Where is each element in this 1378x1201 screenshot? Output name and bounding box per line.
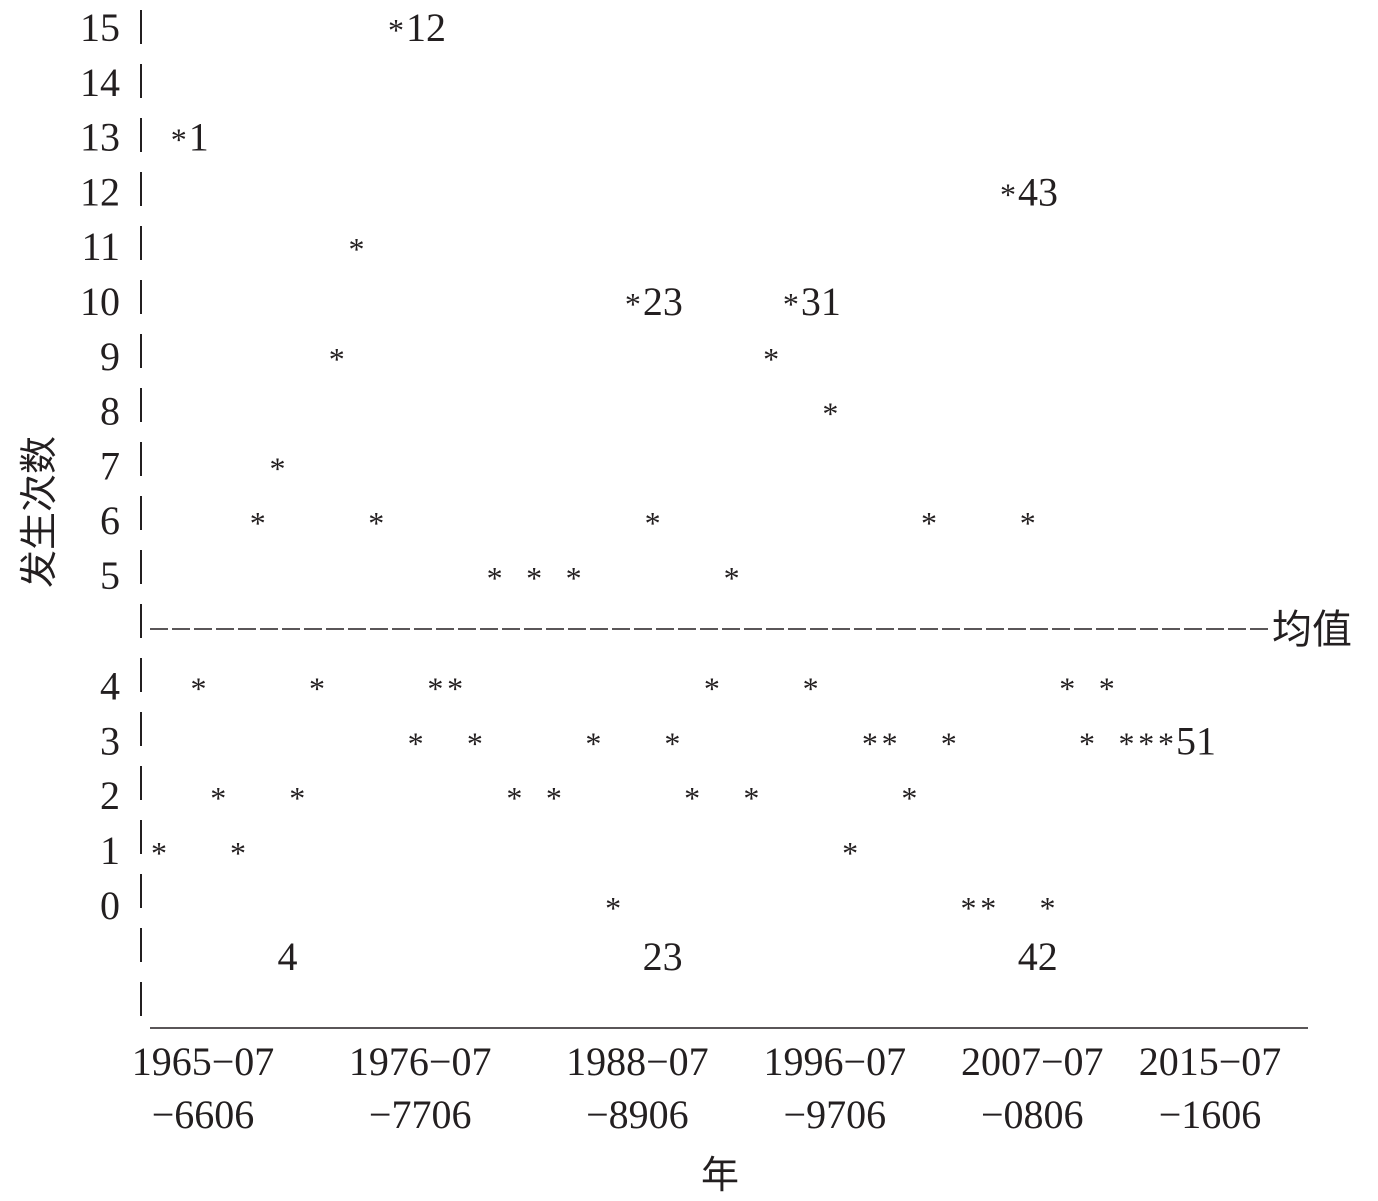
x-tick-label: −8906	[586, 1092, 689, 1137]
x-tick-label: 2007−07	[961, 1039, 1104, 1084]
data-point: *	[803, 670, 819, 706]
segment-label: 4	[277, 934, 297, 979]
x-tick-label: 1965−07	[132, 1039, 275, 1084]
data-point: *	[250, 505, 266, 541]
data-point: *	[171, 122, 187, 158]
y-tick-label: 4	[100, 663, 120, 708]
segment-label: 42	[1018, 934, 1058, 979]
y-tick-label: 10	[80, 279, 120, 324]
data-point: *	[1119, 725, 1135, 761]
segment-label: 23	[643, 934, 683, 979]
point-annotation: 51	[1176, 718, 1216, 763]
y-tick-label: 9	[100, 334, 120, 379]
data-point: *	[566, 560, 582, 596]
y-tick-label: 14	[80, 60, 120, 105]
y-tick-label: 15	[80, 5, 120, 50]
data-point: *	[388, 12, 404, 48]
point-annotation: 31	[801, 279, 841, 324]
data-point: *	[980, 890, 996, 926]
data-point: *	[526, 560, 542, 596]
data-point: *	[625, 286, 641, 322]
data-point: *	[763, 341, 779, 377]
data-point: *	[506, 780, 522, 816]
data-point: *	[1000, 176, 1016, 212]
data-point: *	[368, 505, 384, 541]
data-point: *	[467, 725, 483, 761]
data-point: *	[289, 780, 305, 816]
point-annotation: 12	[406, 5, 446, 50]
data-point: *	[743, 780, 759, 816]
y-tick-label: 6	[100, 498, 120, 543]
data-point: *	[783, 286, 799, 322]
y-tick-label: 5	[100, 553, 120, 598]
x-tick-label: 1996−07	[764, 1039, 907, 1084]
data-point: *	[645, 505, 661, 541]
data-point: *	[921, 505, 937, 541]
point-annotation: 43	[1018, 169, 1058, 214]
data-point: *	[1040, 890, 1056, 926]
data-point: *	[210, 780, 226, 816]
x-tick-label: −6606	[152, 1092, 255, 1137]
data-point: *	[1099, 670, 1115, 706]
x-tick-label: 1976−07	[349, 1039, 492, 1084]
data-point: *	[447, 670, 463, 706]
data-point: *	[605, 890, 621, 926]
point-annotation: 23	[643, 279, 683, 324]
y-tick-label: 2	[100, 773, 120, 818]
data-point: *	[842, 835, 858, 871]
y-tick-label: 3	[100, 718, 120, 763]
data-point: *	[348, 231, 364, 267]
data-point: *	[1079, 725, 1095, 761]
y-tick-label: 8	[100, 389, 120, 434]
data-point: *	[1020, 505, 1036, 541]
y-tick-label: 11	[81, 224, 120, 269]
x-tick-label: −9706	[784, 1092, 887, 1137]
data-point: *	[585, 725, 601, 761]
data-point: *	[901, 780, 917, 816]
data-point: *	[664, 725, 680, 761]
x-tick-label: −1606	[1159, 1092, 1262, 1137]
data-point: *	[427, 670, 443, 706]
data-point: *	[1059, 670, 1075, 706]
y-tick-label: 12	[80, 169, 120, 214]
data-point: *	[822, 396, 838, 432]
data-point: *	[309, 670, 325, 706]
data-points: *************** ********************** ***…	[151, 12, 1174, 926]
data-point: *	[941, 725, 957, 761]
data-point: *	[151, 835, 167, 871]
data-point: *	[704, 670, 720, 706]
data-point: *	[862, 725, 878, 761]
y-tick-label: 13	[80, 115, 120, 160]
y-tick-label: 0	[100, 883, 120, 928]
data-point: *	[269, 450, 285, 486]
data-point: *	[882, 725, 898, 761]
data-point: *	[487, 560, 503, 596]
data-point: *	[546, 780, 562, 816]
x-tick-label: −0806	[981, 1092, 1084, 1137]
y-tick-label: 7	[100, 443, 120, 488]
point-annotation: 1	[189, 115, 209, 160]
x-tick-label: 2015−07	[1139, 1039, 1282, 1084]
data-point: *	[961, 890, 977, 926]
data-point: *	[329, 341, 345, 377]
data-point: *	[230, 835, 246, 871]
data-point: *	[190, 670, 206, 706]
x-tick-label: 1988−07	[566, 1039, 709, 1084]
x-axis-title: 年	[701, 1155, 739, 1197]
x-tick-label: −7706	[369, 1092, 472, 1137]
data-point: *	[1158, 725, 1174, 761]
y-axis-title: 发生次数	[19, 436, 61, 588]
x-ticks: 1965−07 −6606 1976−07 −7706 1988−07 −8906 1996…	[132, 1039, 1282, 1137]
data-point: *	[724, 560, 740, 596]
y-tick-label: 1	[100, 828, 120, 873]
data-point: *	[408, 725, 424, 761]
data-point: *	[684, 780, 700, 816]
annotations: 1 12 23 31 43 51 4 23 42	[189, 5, 1216, 979]
mean-label: 均值	[1272, 607, 1352, 652]
data-point: *	[1138, 725, 1154, 761]
